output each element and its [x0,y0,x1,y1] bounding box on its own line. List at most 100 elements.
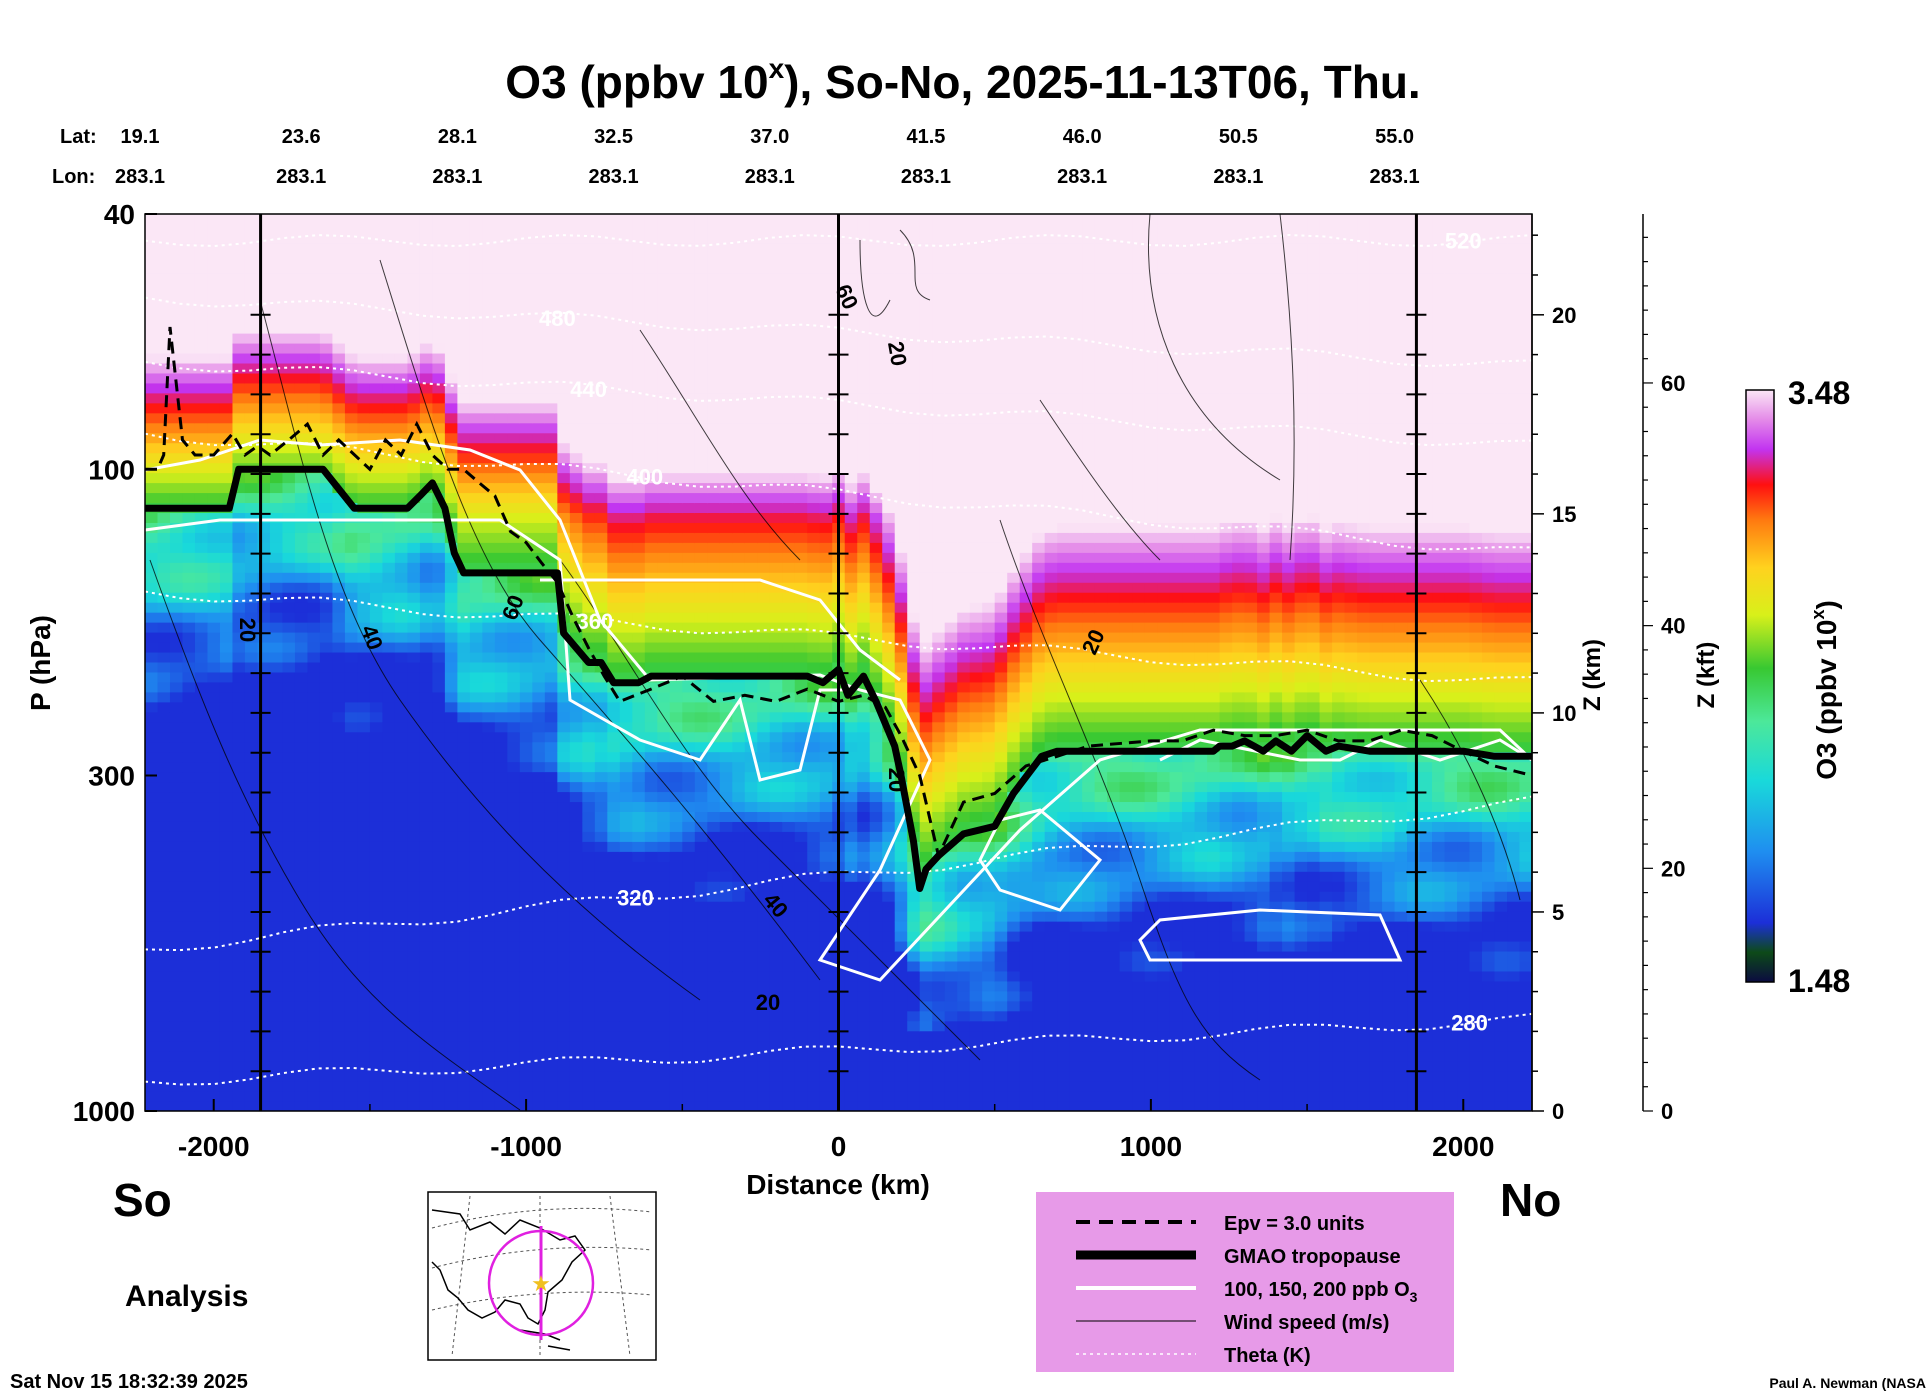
ozone-cell [632,383,646,394]
ozone-cell [432,881,446,893]
ozone-cell [769,981,783,992]
ozone-cell [507,532,521,544]
ozone-cell [294,632,309,644]
lat-value: 23.6 [282,126,321,148]
ozone-cell [607,303,621,315]
ozone-cell [794,931,808,943]
ozone-cell [207,1041,221,1052]
ozone-cell [469,562,483,574]
ozone-cell [507,682,521,693]
ozone-cell [707,393,721,404]
ozone-cell [407,831,421,843]
ozone-cell [269,722,284,733]
ozone-cell [219,1001,234,1012]
ozone-cell [157,702,171,713]
ozone-cell [294,1051,309,1062]
ozone-cell [407,592,421,604]
ozone-cell [207,383,221,394]
ozone-cell [807,812,821,823]
ozone-cell [444,592,458,604]
ozone-cell [632,214,646,225]
ozone-cell [419,1071,433,1082]
ozone-cell [482,1081,496,1092]
ozone-cell [807,522,821,534]
ozone-cell [794,971,808,983]
ozone-cell [607,851,621,863]
ozone-cell [407,841,421,853]
ozone-cell [169,253,184,265]
ozone-cell [807,483,821,494]
ozone-cell [145,373,159,385]
ozone-cell [744,1061,758,1072]
ozone-cell [257,393,271,404]
ozone-cell [444,732,458,743]
ozone-cell [257,742,271,753]
ozone-cell [244,921,259,933]
ozone-cell [157,263,171,275]
ozone-cell [519,283,533,295]
ozone-cell [507,792,521,803]
ozone-cell [145,1041,159,1052]
ozone-cell [569,572,583,584]
ozone-cell [594,273,608,285]
ozone-cell [407,891,421,903]
ozone-cell [169,463,184,474]
ozone-cell [257,901,271,913]
ozone-cell [819,243,833,255]
ozone-cell [782,961,796,973]
ozone-cell [194,871,209,883]
ozone-cell [619,393,633,404]
ozone-cell [344,901,359,913]
ozone-cell [632,333,646,345]
ozone-cell [744,991,758,1002]
ozone-cell [794,911,808,923]
ozone-cell [207,592,221,604]
ozone-cell [232,981,246,992]
ozone-cell [332,961,346,973]
ozone-cell [145,353,159,365]
ozone-cell [682,423,696,434]
ozone-cell [307,582,321,594]
ozone-cell [544,483,558,494]
ozone-cell [419,333,433,345]
ozone-cell [582,1041,596,1052]
ozone-cell [744,493,758,504]
ozone-cell [469,343,483,355]
ozone-cell [394,782,409,793]
ozone-cell [594,1091,608,1102]
ozone-cell [407,1091,421,1102]
ozone-cell [469,931,483,943]
ozone-cell [332,363,346,375]
ozone-cell [544,283,558,295]
ozone-cell [482,513,496,524]
ozone-cell [782,253,796,265]
ozone-cell [494,423,508,434]
ozone-cell [782,772,796,783]
ozone-cell [344,552,359,564]
ozone-cell [782,911,796,923]
ozone-cell [145,592,159,604]
ozone-cell [782,572,796,584]
ozone-cell [432,562,446,574]
ozone-cell [157,513,171,524]
ozone-cell [494,1071,508,1082]
ozone-cell [344,463,359,474]
ozone-cell [682,393,696,404]
ozone-cell [294,722,309,733]
ozone-cell [444,981,458,992]
ozone-cell [307,353,321,365]
ozone-cell [619,911,633,923]
ozone-cell [469,522,483,534]
ozone-cell [794,951,808,963]
ozone-cell [169,702,184,713]
ozone-cell [782,263,796,275]
ozone-cell [682,1081,696,1092]
ozone-cell [294,522,309,534]
ozone-cell [657,323,671,335]
ozone-cell [319,393,334,404]
ozone-cell [482,762,496,773]
ozone-cell [744,223,758,235]
ozone-cell [619,443,633,454]
ozone-cell [794,821,808,833]
ozone-cell [419,493,433,504]
